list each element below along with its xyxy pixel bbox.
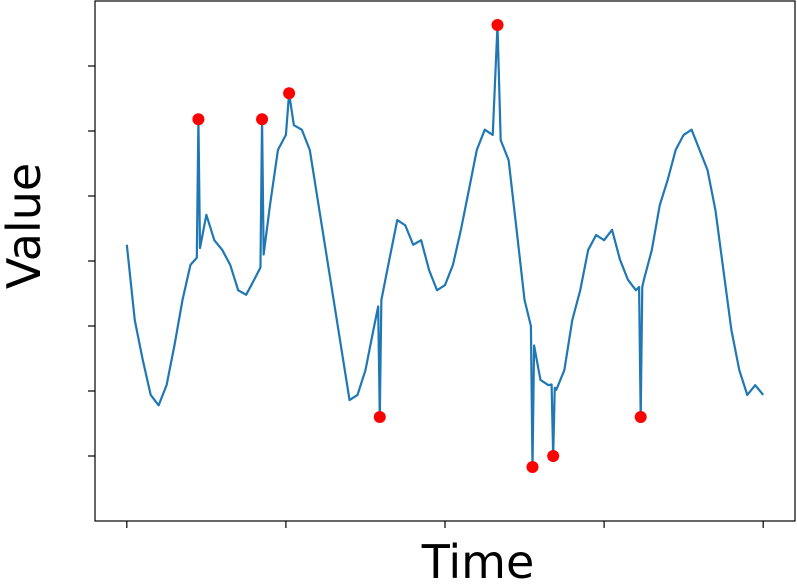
anomaly-point bbox=[283, 87, 296, 100]
data-line bbox=[125, 23, 765, 469]
anomaly-point bbox=[547, 450, 560, 462]
anomaly-point bbox=[526, 461, 539, 474]
anomaly-point bbox=[192, 113, 205, 126]
anomaly-point bbox=[373, 411, 386, 423]
x-axis-label: Time bbox=[421, 535, 535, 584]
plot-frame bbox=[94, 0, 796, 522]
anomaly-point bbox=[256, 113, 269, 126]
y-axis-label: Value bbox=[0, 163, 51, 289]
anomaly-point bbox=[634, 411, 647, 423]
anomaly-point bbox=[491, 19, 504, 32]
